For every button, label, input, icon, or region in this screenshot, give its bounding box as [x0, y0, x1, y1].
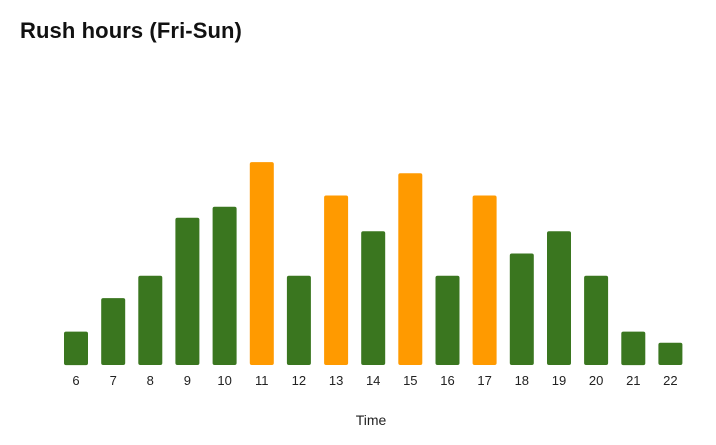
x-tick-label: 22: [663, 373, 677, 388]
x-tick-label: 9: [184, 373, 191, 388]
x-tick-label: 20: [589, 373, 603, 388]
bar-13: [324, 195, 349, 365]
bar-15: [398, 173, 423, 365]
bar-20: [584, 275, 609, 365]
x-tick-label: 17: [477, 373, 491, 388]
bar-10: [212, 206, 237, 365]
x-axis-label: Time: [356, 412, 387, 428]
bar-17: [472, 195, 497, 365]
bar-7: [101, 298, 126, 365]
bar-18: [509, 253, 534, 365]
x-tick-label: 16: [440, 373, 454, 388]
x-tick-label: 12: [292, 373, 306, 388]
bar-11: [249, 162, 274, 365]
bar-21: [621, 331, 646, 366]
bar-6: [64, 331, 88, 366]
x-tick-label: 8: [147, 373, 154, 388]
x-tick-label: 15: [403, 373, 417, 388]
x-tick-label: 18: [515, 373, 529, 388]
bar-9: [175, 217, 200, 365]
x-tick-labels: 6 7 8 9 10 11 12 13 14 15 16 17 18 19 20 21 22: [72, 373, 677, 388]
bar-19: [547, 231, 571, 365]
x-tick-label: 7: [110, 373, 117, 388]
x-tick-label: 6: [72, 373, 79, 388]
x-tick-label: 21: [626, 373, 640, 388]
x-tick-label: 13: [329, 373, 343, 388]
bar-22: [658, 342, 683, 365]
x-tick-label: 19: [552, 373, 566, 388]
bars-group: [64, 162, 683, 366]
bar-16: [435, 275, 460, 365]
bar-14: [361, 231, 386, 365]
bar-8: [138, 275, 163, 365]
x-tick-label: 14: [366, 373, 380, 388]
bar-12: [286, 275, 311, 365]
x-tick-label: 11: [255, 373, 269, 388]
chart-title: Rush hours (Fri-Sun): [20, 18, 242, 43]
x-tick-label: 10: [217, 373, 231, 388]
